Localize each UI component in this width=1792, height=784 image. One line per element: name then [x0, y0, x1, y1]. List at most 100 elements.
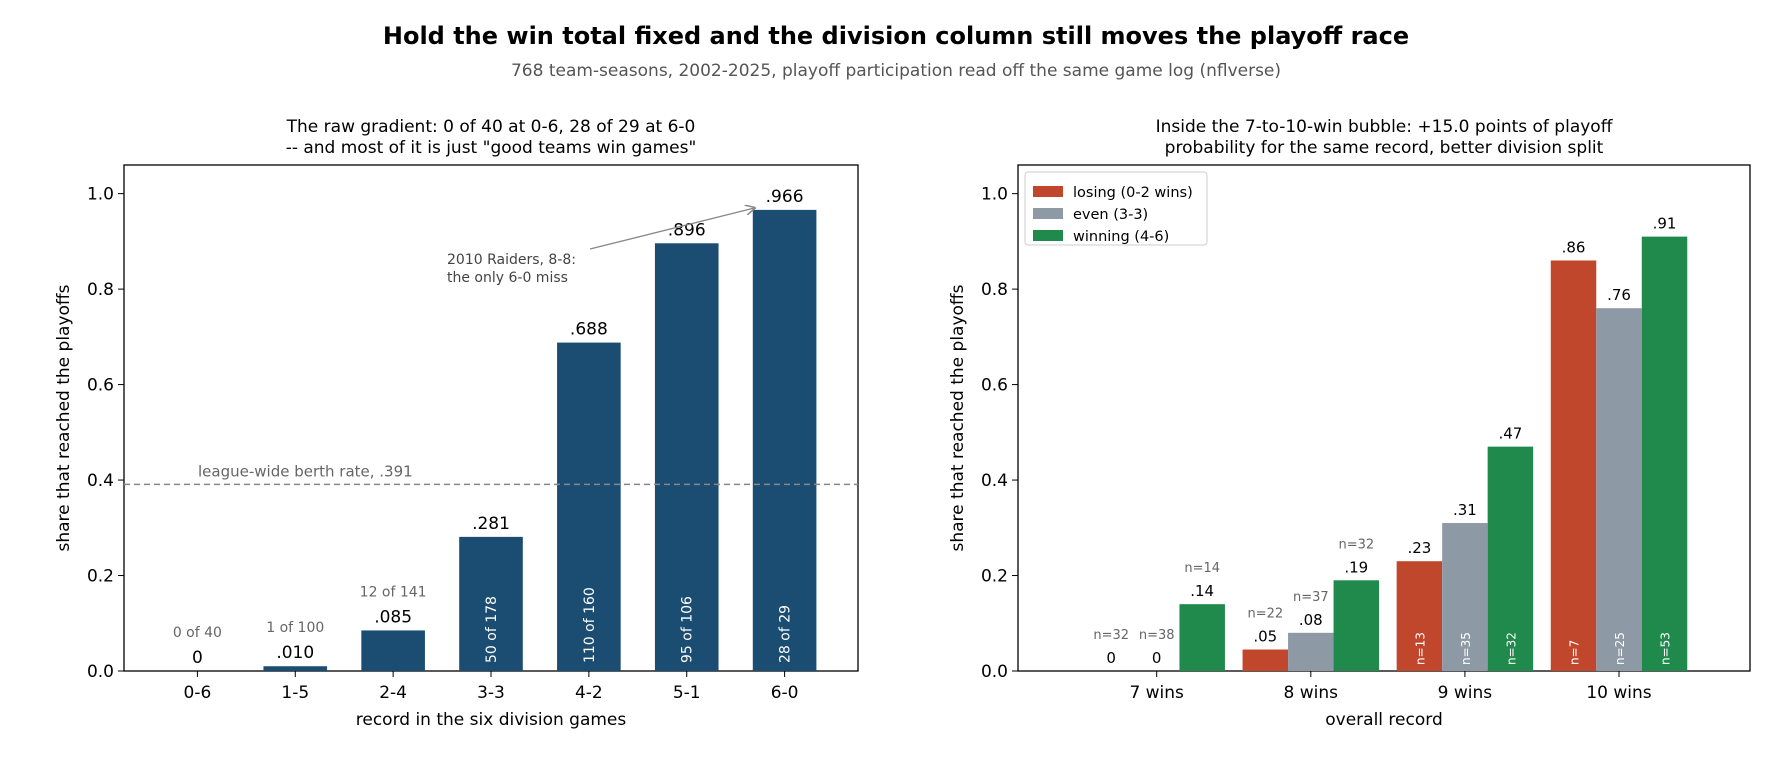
left-xtick-label: 0-6 [184, 683, 212, 703]
legend-label: winning (4-6) [1073, 229, 1169, 245]
right-n-label: n=32 [1504, 632, 1518, 665]
right-xtick-label: 10 wins [1586, 683, 1651, 703]
left-bar [557, 342, 621, 671]
right-n-label: n=22 [1247, 607, 1283, 622]
right-xlabel: overall record [1325, 710, 1442, 730]
figure-subtitle: 768 team-seasons, 2002-2025, playoff par… [510, 61, 1282, 81]
legend-label: losing (0-2 wins) [1073, 185, 1193, 201]
right-n-label: n=25 [1613, 632, 1627, 665]
right-bar-even [1596, 308, 1642, 671]
left-bar [459, 536, 523, 671]
right-n-label: n=14 [1184, 561, 1220, 576]
right-n-label: n=53 [1659, 632, 1673, 665]
left-xtick-label: 4-2 [575, 683, 603, 703]
left-value-label: .688 [570, 320, 608, 340]
left-bar [263, 666, 328, 671]
right-ytick-label: 0.8 [981, 280, 1008, 300]
left-value-label: .085 [374, 607, 412, 627]
legend-swatch-losing [1033, 186, 1063, 197]
right-value-label: .31 [1453, 501, 1477, 519]
left-ytick-label: 0.8 [87, 280, 114, 300]
right-value-label: 0 [1152, 649, 1162, 667]
left-count-label: 95 of 106 [680, 596, 696, 663]
legend-swatch-even [1033, 208, 1063, 219]
right-bar-winning [1487, 446, 1534, 671]
right-value-label: .91 [1653, 215, 1677, 233]
figure-title: Hold the win total fixed and the divisio… [382, 22, 1410, 50]
right-bar-winning [1179, 604, 1225, 671]
left-count-label: 12 of 141 [360, 584, 427, 600]
right-ytick-label: 0.6 [981, 376, 1008, 396]
left-xtick-label: 6-0 [771, 683, 799, 703]
right-plot-frame [1017, 164, 1751, 672]
right-ytick-label: 1.0 [981, 185, 1008, 205]
left-value-label: .281 [472, 514, 510, 534]
right-n-label: n=35 [1459, 632, 1473, 665]
left-title-line: -- and most of it is just "good teams wi… [286, 138, 697, 158]
left-ytick-label: 1.0 [87, 185, 114, 205]
right-value-label: .05 [1253, 628, 1277, 646]
left-value-label: .010 [276, 643, 314, 663]
right-n-label: n=32 [1338, 537, 1374, 552]
left-xtick-label: 3-3 [477, 683, 505, 703]
left-xtick-label: 1-5 [281, 683, 309, 703]
right-value-label: .76 [1607, 286, 1631, 304]
legend-label: even (3-3) [1073, 207, 1148, 223]
left-ylabel: share that reached the playoffs [54, 284, 74, 551]
left-count-label: 50 of 178 [484, 596, 500, 663]
right-n-label: n=37 [1293, 590, 1329, 605]
left-title-line: The raw gradient: 0 of 40 at 0-6, 28 of … [286, 117, 696, 137]
left-reference-label: league-wide berth rate, .391 [198, 462, 413, 480]
right-title-line: Inside the 7-to-10-win bubble: +15.0 poi… [1156, 117, 1614, 137]
legend-box [1024, 171, 1208, 246]
right-n-label: n=32 [1093, 628, 1129, 643]
right-value-label: .86 [1562, 238, 1586, 256]
right-value-label: .19 [1344, 558, 1368, 576]
left-xtick-label: 5-1 [673, 683, 701, 703]
right-bar-winning [1641, 236, 1688, 672]
right-bar-even [1288, 632, 1334, 671]
right-xtick-label: 8 wins [1284, 683, 1339, 703]
left-annotation-arrow [589, 208, 755, 250]
right-ytick-label: 0.4 [981, 471, 1008, 491]
left-value-label: .896 [668, 220, 706, 240]
right-bar-losing [1550, 260, 1597, 671]
right-bar-losing [1396, 561, 1443, 671]
left-annotation-text: 2010 Raiders, 8-8: [447, 252, 576, 268]
legend-swatch-winning [1033, 230, 1063, 241]
left-value-label: .966 [766, 187, 804, 207]
right-value-label: .08 [1299, 611, 1323, 629]
left-bar [361, 630, 425, 671]
right-bar-losing [1242, 649, 1289, 671]
right-xtick-label: 7 wins [1129, 683, 1184, 703]
right-value-label: .47 [1498, 425, 1522, 443]
left-count-label: 110 of 160 [582, 587, 598, 663]
right-ytick-label: 0.0 [981, 662, 1008, 682]
left-value-label: 0 [192, 648, 203, 668]
left-bar [752, 209, 817, 671]
right-bar-even [1442, 523, 1488, 671]
right-ytick-label: 0.2 [981, 567, 1008, 587]
right-value-label: .23 [1407, 539, 1431, 557]
right-n-label: n=7 [1568, 640, 1582, 665]
left-xtick-label: 2-4 [379, 683, 407, 703]
left-annotation-text: the only 6-0 miss [447, 270, 568, 286]
left-ytick-label: 0.6 [87, 376, 114, 396]
right-bar-winning [1333, 580, 1380, 671]
left-ytick-label: 0.2 [87, 567, 114, 587]
right-value-label: 0 [1106, 649, 1116, 667]
left-count-label: 28 of 29 [778, 605, 794, 663]
left-ytick-label: 0.0 [87, 662, 114, 682]
right-n-label: n=38 [1139, 628, 1175, 643]
right-ylabel: share that reached the playoffs [948, 284, 968, 551]
right-title-line: probability for the same record, better … [1165, 138, 1604, 158]
left-count-label: 1 of 100 [266, 620, 324, 636]
left-ytick-label: 0.4 [87, 471, 114, 491]
left-count-label: 0 of 40 [173, 625, 222, 641]
right-n-label: n=13 [1413, 632, 1427, 665]
right-value-label: .14 [1190, 582, 1214, 600]
left-xlabel: record in the six division games [356, 710, 627, 730]
left-bar [654, 243, 719, 671]
right-xtick-label: 9 wins [1438, 683, 1493, 703]
